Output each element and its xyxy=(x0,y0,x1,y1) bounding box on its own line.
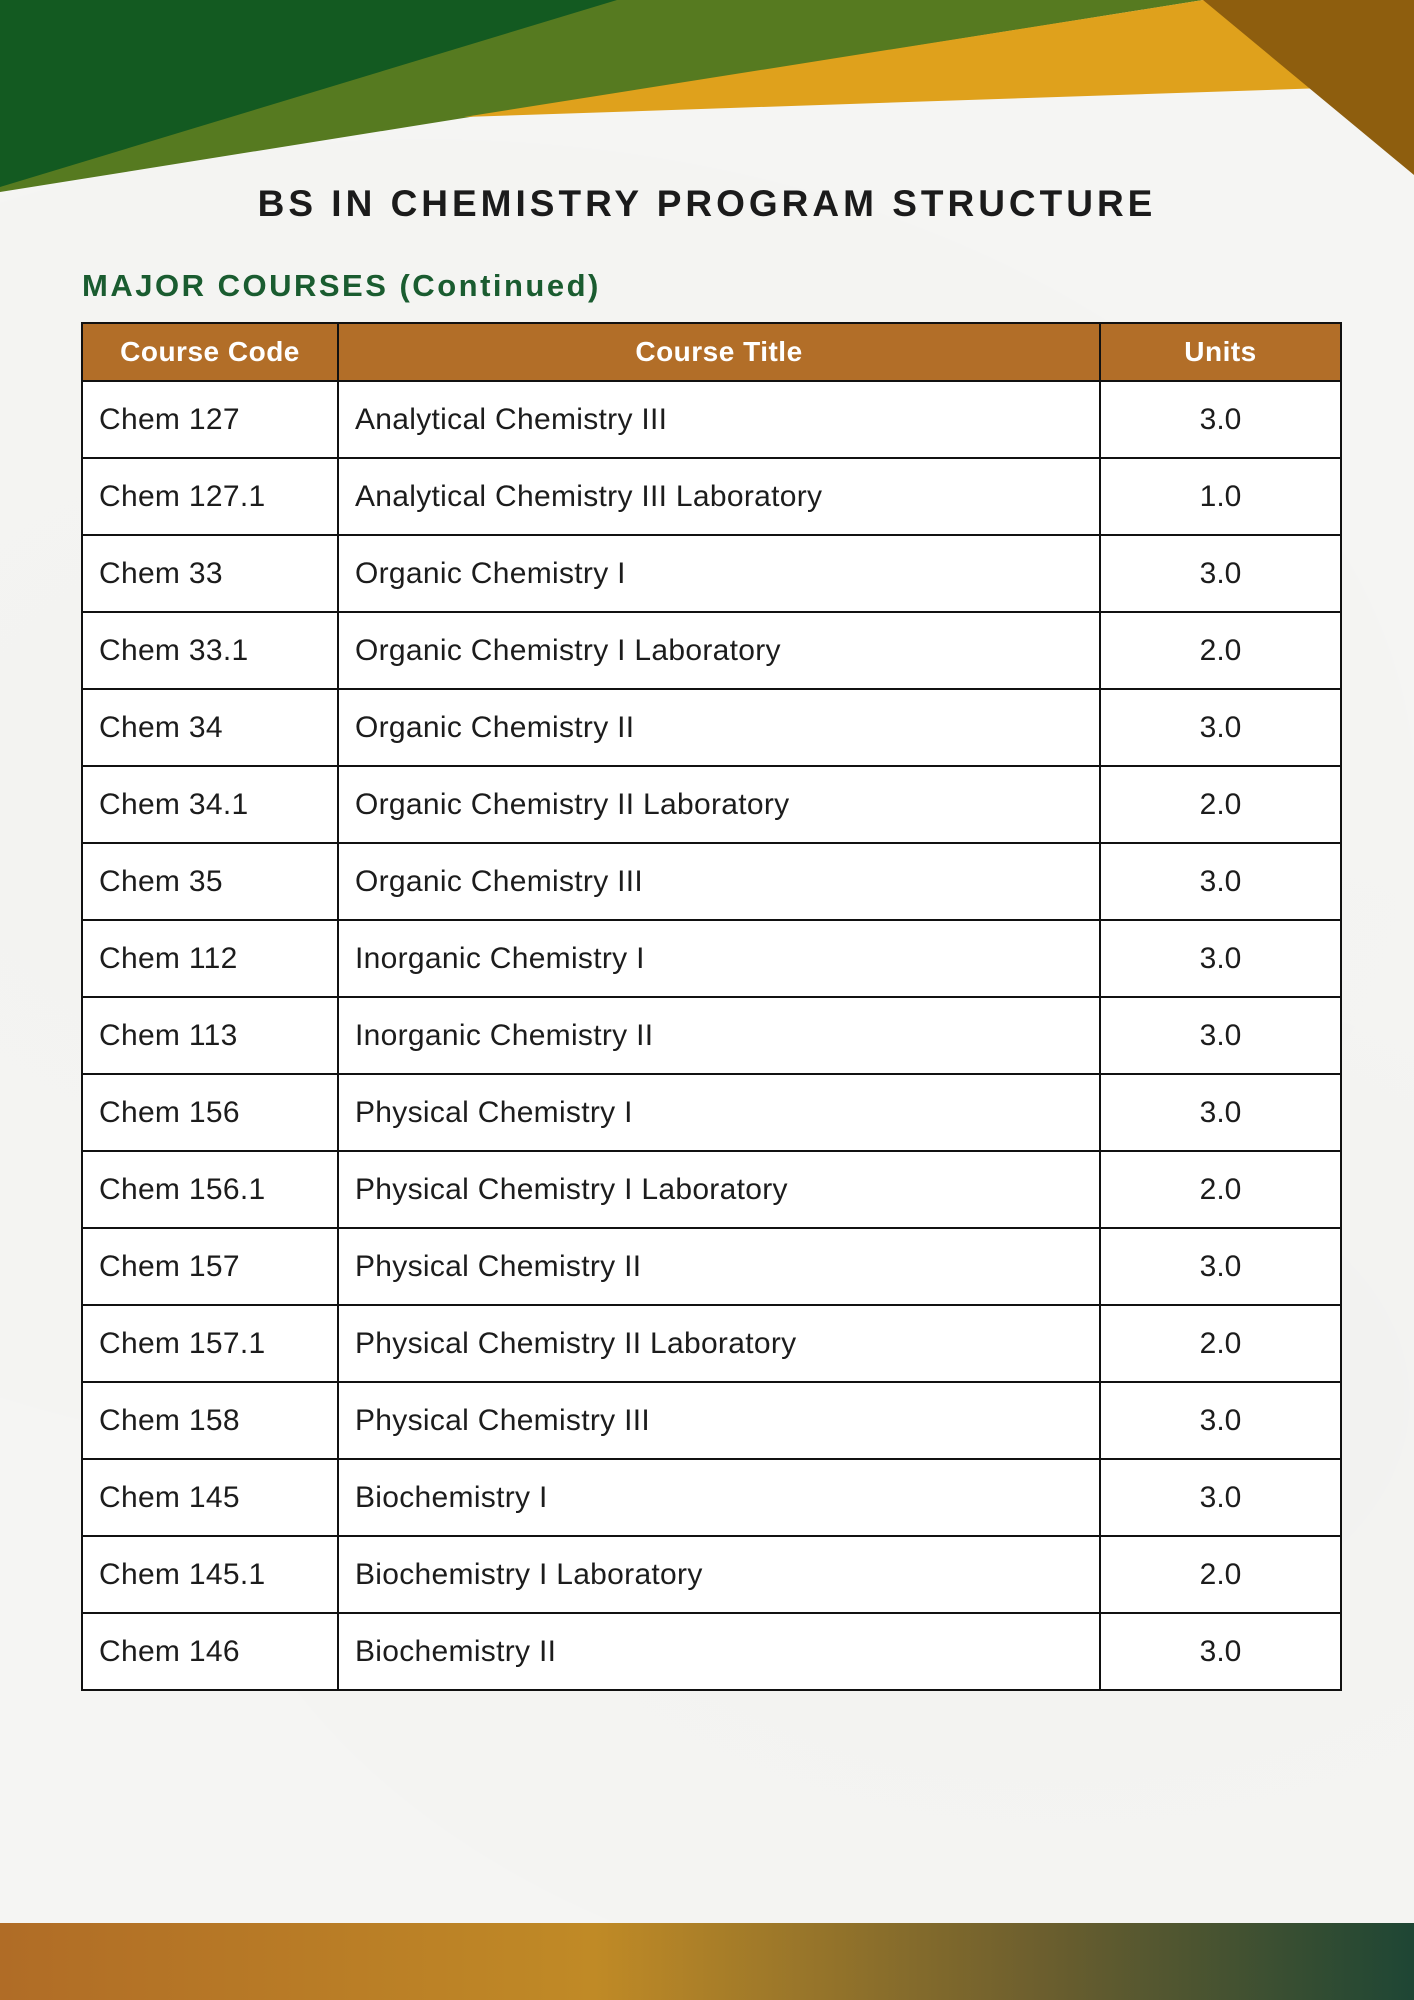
course-title-cell: Organic Chemistry II Laboratory xyxy=(337,765,1101,844)
table-row: Chem 145.1 Biochemistry I Laboratory 2.0 xyxy=(81,1535,1342,1614)
course-code-cell: Chem 127 xyxy=(81,380,339,459)
course-units-cell: 3.0 xyxy=(1099,842,1342,921)
course-units-cell: 3.0 xyxy=(1099,380,1342,459)
table-row: Chem 33.1 Organic Chemistry I Laboratory… xyxy=(81,611,1342,690)
page-title: BS IN CHEMISTRY PROGRAM STRUCTURE xyxy=(257,183,1157,224)
course-units-cell: 2.0 xyxy=(1099,1150,1342,1229)
course-title-cell: Biochemistry I xyxy=(337,1458,1101,1537)
course-title-cell: Biochemistry I Laboratory xyxy=(337,1535,1101,1614)
course-units-cell: 2.0 xyxy=(1099,1535,1342,1614)
course-title-cell: Physical Chemistry II xyxy=(337,1227,1101,1306)
course-code-cell: Chem 157 xyxy=(81,1227,339,1306)
course-units-cell: 3.0 xyxy=(1099,996,1342,1075)
course-title-cell: Biochemistry II xyxy=(337,1612,1101,1691)
course-code-cell: Chem 157.1 xyxy=(81,1304,339,1383)
course-title-cell: Analytical Chemistry III Laboratory xyxy=(337,457,1101,536)
course-code-cell: Chem 158 xyxy=(81,1381,339,1460)
deco-triangle-dark-green xyxy=(0,0,617,187)
course-title-cell: Organic Chemistry II xyxy=(337,688,1101,767)
table-row: Chem 127.1 Analytical Chemistry III Labo… xyxy=(81,457,1342,536)
course-title-cell: Physical Chemistry I Laboratory xyxy=(337,1150,1101,1229)
section-heading: MAJOR COURSES (Continued) xyxy=(82,268,601,303)
course-code-cell: Chem 113 xyxy=(81,996,339,1075)
table-header-row: Course Code Course Title Units xyxy=(81,322,1342,382)
deco-triangle-gold xyxy=(464,0,1414,117)
column-header-course-title: Course Title xyxy=(337,322,1101,382)
course-table-body: Chem 127 Analytical Chemistry III 3.0 Ch… xyxy=(81,380,1342,1691)
course-units-cell: 2.0 xyxy=(1099,765,1342,844)
table-row: Chem 127 Analytical Chemistry III 3.0 xyxy=(81,380,1342,459)
deco-triangle-brown xyxy=(1203,0,1414,175)
course-title-cell: Organic Chemistry I Laboratory xyxy=(337,611,1101,690)
course-code-cell: Chem 35 xyxy=(81,842,339,921)
course-units-cell: 3.0 xyxy=(1099,919,1342,998)
course-title-cell: Inorganic Chemistry I xyxy=(337,919,1101,998)
course-units-cell: 3.0 xyxy=(1099,688,1342,767)
course-units-cell: 3.0 xyxy=(1099,1381,1342,1460)
header-decoration xyxy=(0,0,1414,192)
course-units-cell: 3.0 xyxy=(1099,1227,1342,1306)
course-units-cell: 3.0 xyxy=(1099,1458,1342,1537)
table-row: Chem 156 Physical Chemistry I 3.0 xyxy=(81,1073,1342,1152)
course-code-cell: Chem 156.1 xyxy=(81,1150,339,1229)
course-code-cell: Chem 156 xyxy=(81,1073,339,1152)
table-row: Chem 34 Organic Chemistry II 3.0 xyxy=(81,688,1342,767)
course-title-cell: Physical Chemistry I xyxy=(337,1073,1101,1152)
table-row: Chem 112 Inorganic Chemistry I 3.0 xyxy=(81,919,1342,998)
course-code-cell: Chem 146 xyxy=(81,1612,339,1691)
table-row: Chem 157.1 Physical Chemistry II Laborat… xyxy=(81,1304,1342,1383)
course-code-cell: Chem 127.1 xyxy=(81,457,339,536)
table-row: Chem 157 Physical Chemistry II 3.0 xyxy=(81,1227,1342,1306)
table-row: Chem 146 Biochemistry II 3.0 xyxy=(81,1612,1342,1691)
course-code-cell: Chem 145.1 xyxy=(81,1535,339,1614)
course-code-cell: Chem 34.1 xyxy=(81,765,339,844)
course-code-cell: Chem 33.1 xyxy=(81,611,339,690)
table-row: Chem 113 Inorganic Chemistry II 3.0 xyxy=(81,996,1342,1075)
table-row: Chem 145 Biochemistry I 3.0 xyxy=(81,1458,1342,1537)
table-row: Chem 35 Organic Chemistry III 3.0 xyxy=(81,842,1342,921)
course-units-cell: 3.0 xyxy=(1099,534,1342,613)
course-units-cell: 3.0 xyxy=(1099,1073,1342,1152)
course-title-cell: Organic Chemistry I xyxy=(337,534,1101,613)
column-header-course-code: Course Code xyxy=(81,322,339,382)
course-title-cell: Physical Chemistry II Laboratory xyxy=(337,1304,1101,1383)
footer-gradient-bar xyxy=(0,1923,1414,2000)
table-row: Chem 158 Physical Chemistry III 3.0 xyxy=(81,1381,1342,1460)
course-code-cell: Chem 145 xyxy=(81,1458,339,1537)
course-units-cell: 1.0 xyxy=(1099,457,1342,536)
table-row: Chem 33 Organic Chemistry I 3.0 xyxy=(81,534,1342,613)
course-code-cell: Chem 33 xyxy=(81,534,339,613)
course-title-cell: Inorganic Chemistry II xyxy=(337,996,1101,1075)
course-units-cell: 2.0 xyxy=(1099,1304,1342,1383)
course-code-cell: Chem 34 xyxy=(81,688,339,767)
course-units-cell: 3.0 xyxy=(1099,1612,1342,1691)
column-header-units: Units xyxy=(1099,322,1342,382)
course-title-cell: Physical Chemistry III xyxy=(337,1381,1101,1460)
table-row: Chem 34.1 Organic Chemistry II Laborator… xyxy=(81,765,1342,844)
course-title-cell: Organic Chemistry III xyxy=(337,842,1101,921)
table-row: Chem 156.1 Physical Chemistry I Laborato… xyxy=(81,1150,1342,1229)
courses-table: Course Code Course Title Units Chem 127 … xyxy=(81,322,1342,1691)
course-title-cell: Analytical Chemistry III xyxy=(337,380,1101,459)
course-code-cell: Chem 112 xyxy=(81,919,339,998)
course-units-cell: 2.0 xyxy=(1099,611,1342,690)
